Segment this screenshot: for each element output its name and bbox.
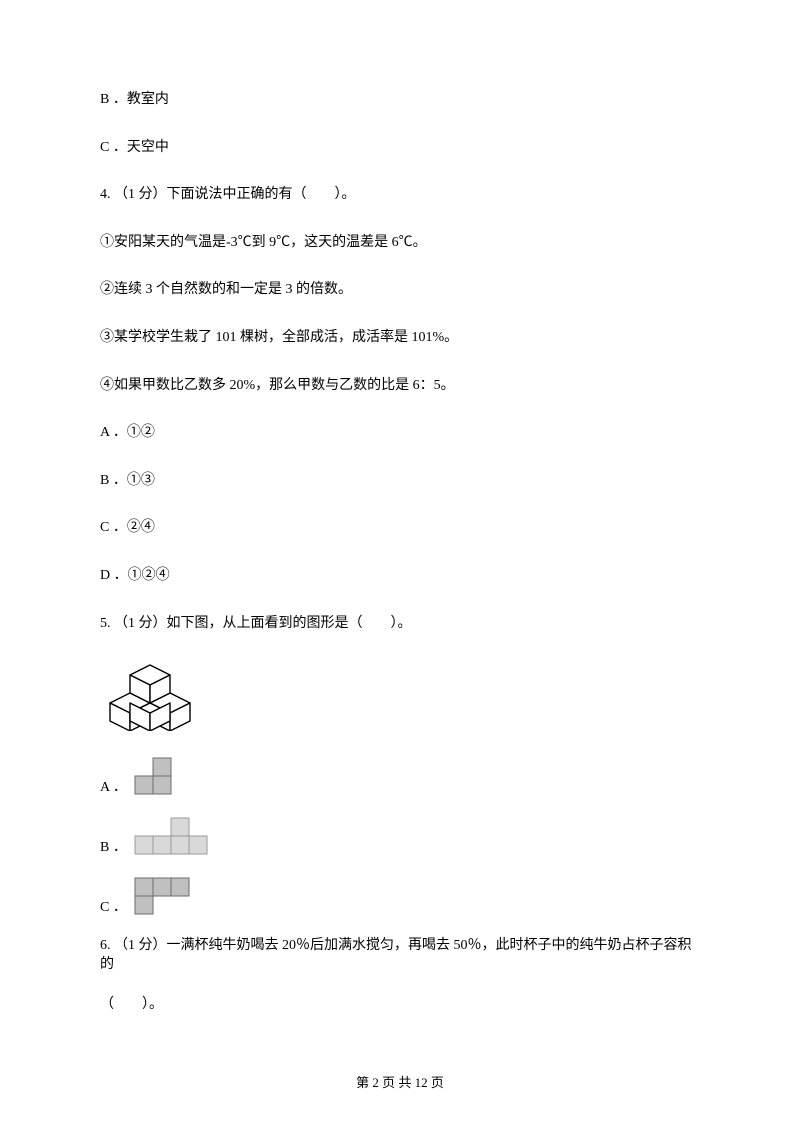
q4-statement-4: ④如果甲数比乙数多 20%，那么甲数与乙数的比是 6：5。 — [100, 376, 700, 396]
q4-option-b: B ．①③ — [100, 471, 700, 491]
q4-statement-3: ③某学校学生栽了 101 棵树，全部成活，成活率是 101%。 — [100, 328, 700, 348]
q3-option-b: B ．教室内 — [100, 90, 700, 110]
q4-option-a: A ．①② — [100, 423, 700, 443]
q3-option-c: C ．天空中 — [100, 138, 700, 158]
q5-option-b-label: B ． — [100, 838, 127, 858]
q4-statement-2: ②连续 3 个自然数的和一定是 3 的倍数。 — [100, 280, 700, 300]
q6-stem-line1: 6. （1 分）一满杯纯牛奶喝去 20％后加满水搅匀，再喝去 50％，此时杯子中… — [100, 936, 700, 975]
q5-isometric-figure — [100, 661, 700, 738]
q4-option-d: D ．①②④ — [100, 566, 700, 586]
exam-page: B ．教室内 C ．天空中 4. （1 分）下面说法中正确的有（ ）。 ①安阳某… — [0, 0, 800, 1132]
q5-option-a: A ． — [100, 756, 700, 798]
q5-option-c-shape-icon — [133, 876, 207, 918]
q4-stem: 4. （1 分）下面说法中正确的有（ ）。 — [100, 185, 700, 205]
q5-option-c: C ． — [100, 876, 700, 918]
q5-option-a-shape-icon — [133, 756, 189, 798]
q5-option-b: B ． — [100, 816, 700, 858]
q5-stem: 5. （1 分）如下图，从上面看到的图形是（ ）。 — [100, 614, 700, 634]
q5-option-b-shape-icon — [133, 816, 229, 858]
page-footer: 第 2 页 共 12 页 — [0, 1074, 800, 1092]
q4-option-c: C ．②④ — [100, 518, 700, 538]
q5-option-c-label: C ． — [100, 898, 127, 918]
q6-stem-line2: （ ）。 — [100, 995, 700, 1015]
q5-option-a-label: A ． — [100, 778, 127, 798]
isometric-cubes-icon — [100, 661, 210, 731]
q4-statement-1: ①安阳某天的气温是-3℃到 9℃，这天的温差是 6℃。 — [100, 233, 700, 253]
